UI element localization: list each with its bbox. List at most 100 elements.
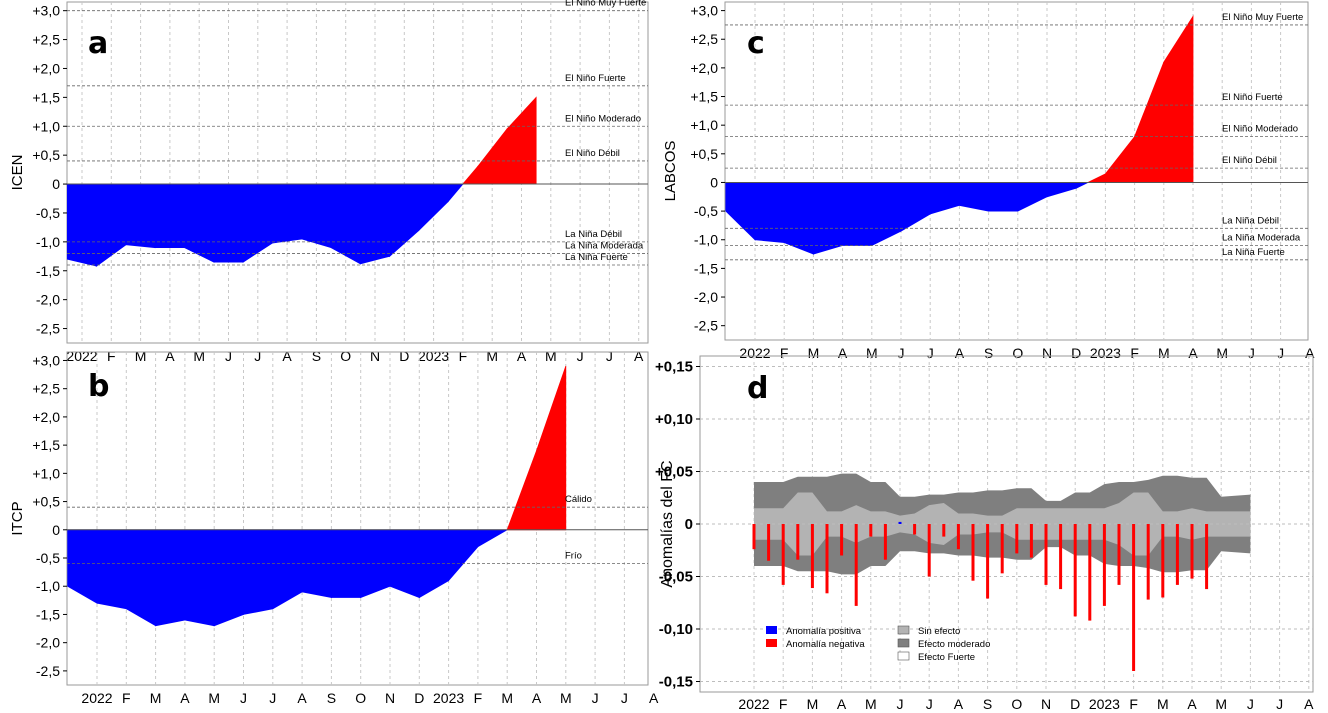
negative-bar <box>1190 524 1194 579</box>
x-tick-label: N <box>370 348 380 364</box>
negative-area <box>154 183 185 249</box>
negative-bar <box>927 524 931 577</box>
y-tick-label: +1,0 <box>32 465 60 481</box>
panel-c: +3,0 +2,5 +2,0 +1,5 +1,0 +0,5 0 -0,5 -1,0 -1,5 -2,… <box>662 1 1315 361</box>
x-tick-label: F <box>1129 696 1138 712</box>
x-tick-label: M <box>1215 696 1227 712</box>
negative-bar <box>767 524 771 561</box>
negative-bar <box>1059 524 1063 590</box>
x-tick-label: J <box>240 690 247 706</box>
x-tick-label: J <box>926 696 933 712</box>
negative-area <box>900 182 931 232</box>
y-tick-label: +1,5 <box>32 437 60 453</box>
threshold-label: La Niña Débil <box>565 229 622 240</box>
x-tick-label: O <box>355 690 366 706</box>
negative-bar <box>781 524 785 585</box>
x-tick-label: A <box>1304 696 1314 712</box>
y-tick-label: -1,0 <box>36 578 60 594</box>
y-tick-label: +0,5 <box>32 147 60 163</box>
x-tick-label: F <box>780 345 789 361</box>
negative-bar <box>1102 524 1106 606</box>
negative-bar <box>810 524 814 589</box>
x-tick-label: F <box>779 696 788 712</box>
x-tick-label: J <box>897 696 904 712</box>
y-tick-label: 0 <box>52 522 60 538</box>
negative-bar <box>1029 524 1033 558</box>
x-tick-label: M <box>486 348 498 364</box>
negative-bar <box>752 524 756 550</box>
plot-frame <box>66 351 649 686</box>
negative-area <box>360 529 391 599</box>
y-tick-label: -2,5 <box>36 321 60 337</box>
y-tick-label: +1,5 <box>690 89 718 105</box>
panel-b: +3,0 +2,5 +2,0 +1,5 +1,0 +0,5 0 -0,5 -1,0 -1,5 -2,… <box>9 351 659 706</box>
y-tick-label: -0,10 <box>659 621 693 638</box>
threshold-label: La Niña Fuerte <box>565 252 628 263</box>
x-tick-label: J <box>1248 345 1255 361</box>
x-tick-label: D <box>414 690 424 706</box>
y-tick-label: 0 <box>685 516 693 533</box>
negative-bar <box>1117 524 1121 585</box>
legend-swatch <box>897 638 910 648</box>
y-axis-label: LABCOS <box>662 141 679 202</box>
x-tick-label: J <box>927 345 934 361</box>
x-tick-label: F <box>107 348 116 364</box>
negative-area <box>813 182 843 255</box>
x-tick-label: 2022 <box>66 348 97 364</box>
x-tick-label: N <box>1041 696 1051 712</box>
negative-bar <box>869 524 873 537</box>
x-tick-label: M <box>545 348 557 364</box>
x-tick-label: 2023 <box>1090 345 1121 361</box>
negative-area <box>725 182 756 241</box>
y-tick-label: +2,0 <box>690 60 718 76</box>
panel-letter: d <box>747 371 768 406</box>
x-tick-label: A <box>532 690 542 706</box>
y-tick-label: +3,0 <box>690 3 718 19</box>
negative-area <box>272 183 303 244</box>
x-tick-label: S <box>984 345 993 361</box>
x-tick-label: 2023 <box>433 690 464 706</box>
legend-label: Efecto moderado <box>918 639 990 650</box>
negative-area <box>331 529 362 598</box>
threshold-label: Frío <box>565 551 582 562</box>
x-tick-label: J <box>621 690 628 706</box>
negative-area <box>96 183 127 267</box>
y-tick-label: +2,0 <box>32 409 60 425</box>
threshold-label: El Niño Moderado <box>565 113 641 124</box>
y-tick-label: -1,5 <box>36 606 60 622</box>
y-tick-label: +3,0 <box>32 3 60 19</box>
x-tick-label: 2022 <box>81 690 112 706</box>
x-tick-label: M <box>1158 345 1170 361</box>
negative-bar <box>1175 524 1179 585</box>
threshold-label: La Niña Fuerte <box>1222 247 1285 258</box>
negative-bar <box>854 524 858 606</box>
legend-swatch <box>766 626 777 634</box>
negative-bar <box>1044 524 1048 585</box>
panel-d: +0,15 +0,10 +0,05 0 -0,05 -0,10 -0,15 2022 F M A M J… <box>655 355 1314 712</box>
x-tick-label: D <box>1071 345 1081 361</box>
negative-area <box>754 182 785 244</box>
y-axis-label: ICEN <box>9 155 26 191</box>
negative-bar <box>942 524 946 537</box>
negative-area <box>842 182 873 246</box>
y-axis-label: ITCP <box>9 501 26 535</box>
x-tick-label: O <box>1012 345 1023 361</box>
x-tick-label: S <box>983 696 992 712</box>
negative-area <box>272 529 303 610</box>
positive-area <box>1134 62 1165 183</box>
y-tick-label: +3,0 <box>32 352 60 368</box>
panel-letter: c <box>747 26 765 61</box>
y-tick-label: +2,5 <box>32 381 60 397</box>
y-tick-label: -1,0 <box>36 234 60 250</box>
threshold-label: El Niño Muy Fuerte <box>565 0 646 9</box>
y-tick-label: -2,0 <box>36 292 60 308</box>
threshold-label: La Niña Débil <box>1222 215 1279 226</box>
negative-area <box>330 183 361 265</box>
y-tick-label: 0 <box>52 176 60 192</box>
negative-bar <box>1000 524 1004 574</box>
y-tick-label: -1,5 <box>36 263 60 279</box>
threshold-label: La Niña Moderada <box>565 240 644 251</box>
positive-area <box>477 127 508 185</box>
x-tick-label: J <box>1277 345 1284 361</box>
x-tick-label: A <box>1187 696 1197 712</box>
